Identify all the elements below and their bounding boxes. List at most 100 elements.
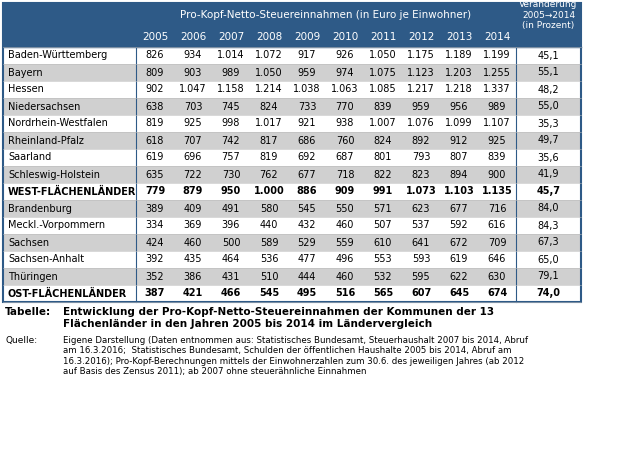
Text: 925: 925 xyxy=(184,118,202,129)
Text: Entwicklung der Pro-Kopf-Netto-Steuereinnahmen der Kommunen der 13
Flächenländer: Entwicklung der Pro-Kopf-Netto-Steuerein… xyxy=(63,307,494,328)
Bar xyxy=(516,234,581,251)
Bar xyxy=(288,132,326,149)
Bar xyxy=(136,217,174,234)
Text: 460: 460 xyxy=(336,220,354,230)
Bar xyxy=(402,132,440,149)
Text: 1.063: 1.063 xyxy=(331,85,358,94)
Text: 925: 925 xyxy=(488,135,507,145)
Bar xyxy=(478,132,516,149)
Bar xyxy=(326,234,364,251)
Text: 687: 687 xyxy=(336,153,354,162)
Text: 824: 824 xyxy=(374,135,392,145)
Text: 55,1: 55,1 xyxy=(537,68,559,77)
Bar xyxy=(364,217,402,234)
Text: 589: 589 xyxy=(260,238,278,248)
Text: 934: 934 xyxy=(184,50,202,60)
Bar xyxy=(3,251,136,268)
Text: 974: 974 xyxy=(336,68,354,77)
Text: 2012: 2012 xyxy=(408,32,434,42)
Text: 65,0: 65,0 xyxy=(537,255,559,265)
Text: 1.203: 1.203 xyxy=(445,68,472,77)
Text: 692: 692 xyxy=(298,153,316,162)
Bar xyxy=(326,132,364,149)
Bar xyxy=(478,285,516,302)
Text: 571: 571 xyxy=(374,203,392,213)
Bar xyxy=(174,251,212,268)
Bar xyxy=(440,132,478,149)
Bar xyxy=(364,234,402,251)
Text: 779: 779 xyxy=(145,186,165,197)
Bar xyxy=(516,81,581,98)
Bar xyxy=(478,200,516,217)
Bar xyxy=(516,166,581,183)
Bar xyxy=(402,268,440,285)
Text: 635: 635 xyxy=(146,170,164,180)
Bar xyxy=(212,115,250,132)
Bar xyxy=(3,217,136,234)
Bar xyxy=(402,234,440,251)
Text: 460: 460 xyxy=(184,238,202,248)
Bar xyxy=(288,251,326,268)
Bar xyxy=(402,285,440,302)
Text: 770: 770 xyxy=(336,102,354,112)
Bar xyxy=(440,217,478,234)
Text: 926: 926 xyxy=(336,50,354,60)
Bar xyxy=(326,149,364,166)
Bar xyxy=(212,200,250,217)
Text: 1.175: 1.175 xyxy=(407,50,435,60)
Text: 1.135: 1.135 xyxy=(481,186,512,197)
Text: 444: 444 xyxy=(298,271,316,282)
Text: 959: 959 xyxy=(298,68,316,77)
Bar xyxy=(212,47,250,64)
Text: 646: 646 xyxy=(488,255,506,265)
Text: 677: 677 xyxy=(450,203,468,213)
Bar xyxy=(212,64,250,81)
Bar xyxy=(478,268,516,285)
Text: 638: 638 xyxy=(146,102,164,112)
Text: 989: 989 xyxy=(222,68,240,77)
Text: 1.099: 1.099 xyxy=(445,118,472,129)
Text: 839: 839 xyxy=(374,102,392,112)
Text: 45,7: 45,7 xyxy=(537,186,561,197)
Bar xyxy=(288,285,326,302)
Bar xyxy=(250,217,288,234)
Text: Bayern: Bayern xyxy=(8,68,43,77)
Bar xyxy=(250,98,288,115)
Text: 709: 709 xyxy=(488,238,507,248)
Bar xyxy=(516,115,581,132)
Bar xyxy=(440,149,478,166)
Text: Baden-Württemberg: Baden-Württemberg xyxy=(8,50,107,60)
Text: 745: 745 xyxy=(222,102,240,112)
Text: 592: 592 xyxy=(450,220,468,230)
Bar xyxy=(478,183,516,200)
Bar xyxy=(136,47,174,64)
Text: 2007: 2007 xyxy=(218,32,244,42)
Text: 917: 917 xyxy=(298,50,316,60)
Text: 674: 674 xyxy=(487,288,507,298)
Bar xyxy=(364,115,402,132)
Text: 1.076: 1.076 xyxy=(407,118,435,129)
Text: 619: 619 xyxy=(146,153,164,162)
Bar xyxy=(174,285,212,302)
Text: 823: 823 xyxy=(412,170,430,180)
Text: Quelle:: Quelle: xyxy=(5,336,37,345)
Bar xyxy=(440,27,478,47)
Bar xyxy=(212,166,250,183)
Text: 2010: 2010 xyxy=(332,32,358,42)
Bar xyxy=(136,149,174,166)
Bar xyxy=(3,234,136,251)
Bar xyxy=(402,251,440,268)
Bar xyxy=(288,81,326,98)
Bar xyxy=(174,81,212,98)
Text: 618: 618 xyxy=(146,135,164,145)
Bar xyxy=(212,98,250,115)
Bar xyxy=(402,98,440,115)
Text: 826: 826 xyxy=(146,50,164,60)
Bar xyxy=(440,166,478,183)
Text: 921: 921 xyxy=(298,118,316,129)
Bar xyxy=(478,27,516,47)
Text: 2008: 2008 xyxy=(256,32,282,42)
Text: 716: 716 xyxy=(488,203,507,213)
Bar xyxy=(136,268,174,285)
Text: 1.000: 1.000 xyxy=(254,186,284,197)
